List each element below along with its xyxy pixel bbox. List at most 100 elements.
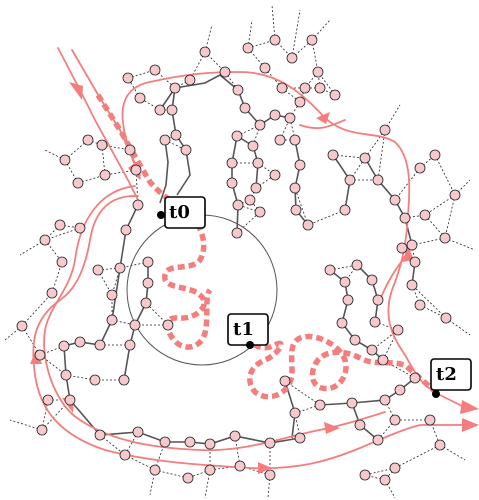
network-node (377, 354, 389, 366)
node-circle (34, 349, 46, 361)
network-node (122, 72, 134, 84)
node-circle (114, 262, 126, 274)
network-edge (294, 187, 309, 226)
network-node (154, 104, 166, 116)
network-node (134, 92, 146, 104)
network-node (239, 102, 251, 114)
arrowhead (324, 422, 340, 434)
network-node (118, 374, 130, 386)
route-line (121, 71, 471, 411)
network-edge (384, 479, 396, 499)
network-node (294, 96, 306, 108)
network-node (306, 34, 318, 46)
network-node (74, 222, 86, 234)
network-edge (394, 167, 421, 201)
network-edge (44, 227, 81, 241)
network-node (336, 317, 348, 329)
network-node (74, 336, 86, 348)
network-node (264, 437, 276, 449)
network-node (264, 469, 276, 481)
node-circle (359, 469, 371, 481)
node-circle (39, 234, 51, 246)
network-node (414, 162, 426, 174)
network-node (149, 64, 161, 76)
network-node (184, 74, 196, 86)
node-circle (342, 294, 354, 306)
network-edge (51, 261, 63, 294)
node-circle (42, 394, 54, 406)
network-node (60, 369, 72, 381)
road-edge (236, 135, 259, 189)
network-edge (444, 194, 456, 239)
network-edge (394, 444, 441, 469)
network-node (204, 438, 216, 450)
node-circle (294, 432, 306, 444)
network-node (106, 289, 118, 301)
road-edge (364, 157, 413, 246)
route-line (32, 195, 471, 470)
network-node (369, 316, 381, 328)
node-circle (159, 436, 171, 448)
solid-edges (63, 74, 416, 445)
network-edge (411, 244, 416, 263)
node-circle (440, 312, 452, 324)
node-circle (16, 320, 28, 332)
network-node (58, 340, 70, 352)
network-node (252, 157, 264, 169)
node-circle (124, 144, 136, 156)
network-node (359, 469, 371, 481)
network-node (231, 227, 243, 239)
node-circle (74, 336, 86, 348)
node-circle (406, 279, 418, 291)
network-node (314, 399, 326, 411)
network-node (409, 372, 421, 384)
network-node (96, 139, 108, 151)
road-edge (171, 87, 191, 196)
node-circle (379, 394, 391, 406)
node-circle (60, 369, 72, 381)
network-edge (174, 79, 191, 89)
node-circle (339, 204, 351, 216)
network-edge (311, 39, 319, 73)
node-circle (389, 414, 401, 426)
node-circle (424, 414, 436, 426)
node-circle (399, 212, 411, 224)
network-node (284, 112, 296, 124)
route-line (43, 185, 386, 452)
network-node (399, 212, 411, 224)
network-node (379, 394, 391, 406)
network-node (142, 277, 154, 289)
node-circle (284, 112, 296, 124)
network-node (184, 436, 196, 448)
node-circle (389, 462, 401, 474)
node-circle (250, 182, 262, 194)
network-node (46, 287, 58, 299)
node-circle (392, 324, 404, 336)
node-circle (344, 174, 356, 186)
network-edge (307, 209, 346, 226)
node-circle (259, 62, 271, 74)
node-circle (142, 277, 154, 289)
network-edge (271, 4, 276, 41)
network-edge (411, 237, 446, 246)
network-node (366, 274, 378, 286)
node-circle (302, 219, 314, 231)
node-circle (329, 89, 341, 101)
network-edge (364, 129, 386, 159)
node-circle (290, 204, 302, 216)
node-circle (64, 394, 76, 406)
network-node (276, 82, 288, 94)
network-node (199, 46, 211, 58)
node-circle (226, 177, 238, 189)
network-node (244, 194, 256, 206)
network-node (351, 259, 363, 271)
marker-box (164, 196, 206, 229)
network-node (342, 294, 354, 306)
network-node (232, 84, 244, 96)
node-circle (72, 177, 84, 189)
node-circle (130, 164, 142, 176)
network-node (429, 149, 441, 161)
network-node (424, 414, 436, 426)
node-circle (379, 124, 391, 136)
network-node (379, 474, 391, 486)
